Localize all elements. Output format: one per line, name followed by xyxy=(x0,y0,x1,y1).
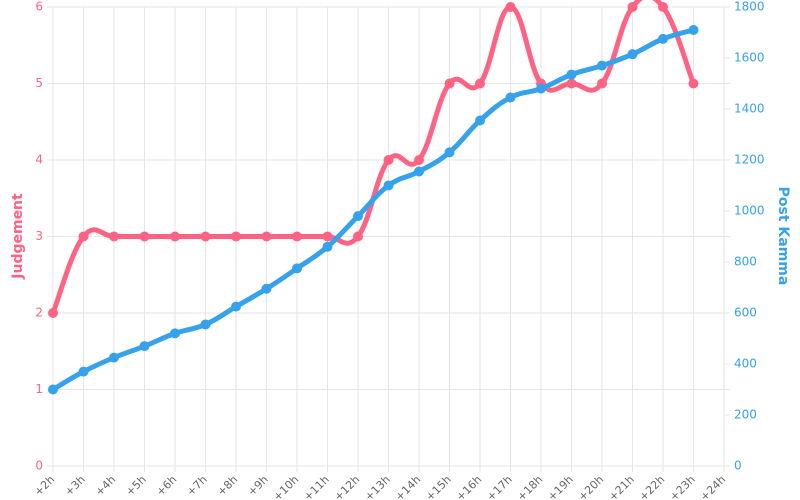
data-point xyxy=(475,115,485,126)
data-point xyxy=(353,231,363,242)
x-tick-label: +7h xyxy=(184,473,210,499)
data-point xyxy=(444,78,455,89)
y-tick-label: 1 xyxy=(35,382,43,396)
data-point xyxy=(688,24,699,35)
data-point xyxy=(688,78,699,89)
data-point xyxy=(444,147,455,158)
data-point xyxy=(353,211,363,222)
x-tick-label: +6h xyxy=(154,473,180,499)
y2-tick-label: 600 xyxy=(734,306,757,320)
y2-axis-label: Post Kamma xyxy=(775,187,791,286)
y-tick-label: 5 xyxy=(35,76,43,90)
y2-tick-label: 1200 xyxy=(734,153,765,167)
data-point xyxy=(658,33,668,44)
x-tick-label: +8h xyxy=(215,473,241,499)
data-point xyxy=(231,231,241,242)
x-tick-label: +4h xyxy=(93,473,119,499)
x-tick-label: +21h xyxy=(606,473,637,500)
x-tick-label: +5h xyxy=(123,473,149,499)
x-tick-label: +12h xyxy=(332,473,363,500)
x-tick-label: +18h xyxy=(515,473,546,500)
data-point xyxy=(109,231,119,242)
data-point xyxy=(231,301,241,312)
data-point xyxy=(627,49,638,60)
x-tick-label: +10h xyxy=(271,473,302,500)
y2-tick-label: 1000 xyxy=(734,204,765,218)
data-point xyxy=(505,92,516,103)
x-tick-label: +17h xyxy=(484,473,515,500)
data-point xyxy=(597,60,607,71)
x-tick-label: +15h xyxy=(423,473,454,500)
x-tick-label: +2h xyxy=(32,473,58,499)
data-point xyxy=(139,341,150,352)
data-point xyxy=(566,78,577,89)
y2-tick-label: 800 xyxy=(734,255,757,269)
data-point xyxy=(536,83,546,94)
y-tick-label: 6 xyxy=(35,0,43,14)
x-tick-label: +22h xyxy=(637,473,668,500)
data-point xyxy=(383,180,394,191)
data-point xyxy=(261,231,272,242)
data-point xyxy=(170,231,180,242)
y2-tick-label: 1800 xyxy=(734,0,765,14)
data-point xyxy=(170,328,180,339)
data-point xyxy=(475,78,485,89)
data-point xyxy=(322,231,333,242)
data-point xyxy=(139,231,150,242)
series-line xyxy=(51,27,695,392)
data-point xyxy=(414,155,424,165)
series-line xyxy=(50,0,696,314)
data-point xyxy=(292,263,302,274)
y2-tick-label: 1400 xyxy=(734,102,765,116)
data-point xyxy=(597,78,607,89)
data-point xyxy=(566,69,577,80)
data-point xyxy=(261,283,272,294)
data-point xyxy=(200,231,211,242)
x-tick-label: +13h xyxy=(362,473,393,500)
y2-tick-label: 200 xyxy=(734,408,757,422)
data-point xyxy=(627,2,638,12)
y-tick-label: 0 xyxy=(35,459,43,473)
x-tick-label: +24h xyxy=(698,473,729,500)
data-point xyxy=(200,319,211,330)
y2-tick-label: 1600 xyxy=(734,51,765,65)
y-axis-label: Judgement xyxy=(10,193,26,280)
data-point xyxy=(48,384,58,395)
data-point xyxy=(658,2,668,12)
x-tick-label: +14h xyxy=(393,473,424,500)
y-tick-label: 3 xyxy=(35,229,43,243)
y2-tick-label: 400 xyxy=(734,357,757,371)
x-tick-label: +20h xyxy=(576,473,607,500)
y2-tick-label: 0 xyxy=(734,459,742,473)
x-tick-label: +3h xyxy=(62,473,88,499)
x-tick-label: +16h xyxy=(454,473,485,500)
x-tick-label: +9h xyxy=(245,473,271,499)
data-point xyxy=(414,166,424,177)
data-point xyxy=(292,231,302,242)
y-tick-label: 2 xyxy=(35,306,43,320)
x-tick-label: +19h xyxy=(545,473,576,500)
x-tick-label: +11h xyxy=(301,473,332,500)
x-tick-label: +23h xyxy=(667,473,698,500)
data-point xyxy=(505,2,516,12)
data-point xyxy=(109,352,119,363)
data-point xyxy=(322,241,333,252)
data-point xyxy=(78,231,89,242)
data-point xyxy=(78,366,89,377)
y-tick-label: 4 xyxy=(35,153,43,167)
data-point xyxy=(383,155,394,165)
data-point xyxy=(48,308,58,318)
